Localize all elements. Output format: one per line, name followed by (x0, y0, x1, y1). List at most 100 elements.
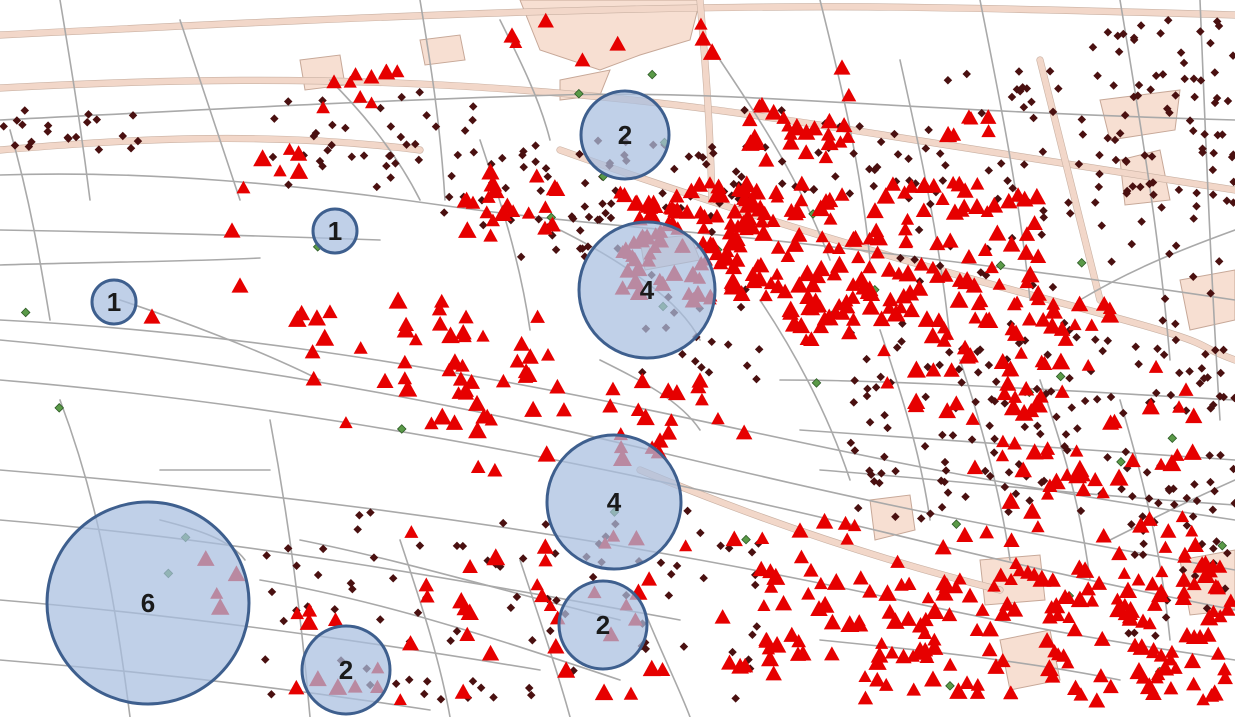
incident-triangle (1042, 609, 1058, 624)
stop-marker (1130, 628, 1139, 638)
incident-triangle (780, 248, 796, 262)
stop-marker (376, 103, 385, 113)
incident-triangle (1027, 187, 1047, 205)
stop-marker (876, 372, 885, 382)
incident-triangle (1153, 648, 1169, 662)
incident-triangle (483, 174, 503, 192)
stop-marker (967, 435, 977, 444)
stop-marker (1033, 421, 1042, 431)
incident-triangle (290, 606, 305, 620)
incident-triangle (754, 214, 770, 228)
stop-marker (43, 127, 52, 136)
stop-marker (731, 694, 740, 703)
incident-triangle (961, 587, 979, 603)
stop-marker (935, 261, 945, 271)
incident-triangle (393, 693, 407, 706)
incident-triangle (1041, 487, 1055, 500)
cluster-buffer-circle[interactable] (577, 220, 717, 360)
incident-triangle (454, 324, 472, 340)
incident-triangle (862, 259, 877, 274)
stop-marker (431, 122, 441, 131)
stop-marker (313, 570, 323, 580)
incident-triangle (956, 526, 974, 542)
cluster-buffer-circle[interactable] (45, 500, 251, 706)
incident-triangle (799, 288, 817, 305)
incident-triangle (1002, 235, 1021, 252)
stop-marker (1206, 477, 1215, 487)
stop-marker (683, 506, 692, 516)
incident-triangle (1059, 468, 1075, 481)
incident-triangle (432, 316, 449, 331)
cluster-count-label: 4 (607, 487, 622, 517)
stop-marker (1151, 631, 1160, 641)
stop-marker (891, 512, 900, 521)
stop-marker (957, 378, 966, 387)
stop-marker (420, 689, 429, 699)
cluster-buffer-circle[interactable] (311, 207, 359, 255)
stop-marker (976, 268, 986, 277)
cluster-buffer-circle[interactable] (90, 278, 138, 326)
stop-marker (498, 518, 508, 528)
stop-marker (436, 694, 446, 704)
stop-marker (704, 368, 714, 377)
incident-triangle (1217, 670, 1233, 685)
incident-triangle (1191, 628, 1209, 645)
stop-marker (128, 111, 138, 120)
stop-marker (862, 354, 871, 364)
incident-triangle (999, 375, 1017, 391)
incident-triangle (1210, 646, 1226, 660)
major-road (637, 467, 1003, 593)
stop-marker (940, 477, 949, 487)
incident-triangle (1009, 187, 1027, 202)
cluster-buffer-circle[interactable] (300, 624, 392, 716)
incident-triangle (1132, 517, 1150, 533)
station-marker (647, 69, 657, 80)
cluster-buffer-circle[interactable] (579, 89, 671, 181)
cluster-buffer-circle[interactable] (545, 433, 683, 571)
stop-marker (666, 569, 676, 579)
road-segment (979, 0, 1031, 301)
incident-triangle (574, 52, 591, 67)
road-segment (399, 539, 451, 717)
stop-marker (1000, 482, 1010, 492)
road-segment (329, 79, 421, 201)
incident-triangle (981, 124, 996, 138)
incident-triangle (524, 400, 543, 417)
stop-marker (1046, 387, 1056, 396)
incident-triangle (679, 539, 693, 552)
stop-marker (512, 592, 522, 602)
incident-triangle (343, 75, 357, 88)
station-marker (995, 260, 1006, 271)
stop-marker (883, 423, 892, 433)
stop-marker (1199, 374, 1209, 383)
stop-marker (1192, 496, 1202, 506)
cluster-buffer-circle[interactable] (557, 579, 649, 671)
incident-triangle (966, 459, 984, 475)
incident-triangle (396, 321, 415, 338)
cluster-count-label: 4 (640, 275, 655, 305)
stop-marker (752, 374, 761, 384)
stop-marker (118, 131, 128, 141)
incident-triangle (1012, 563, 1027, 577)
incident-triangle (669, 188, 685, 203)
stop-marker (261, 655, 270, 664)
incident-triangle (1160, 523, 1177, 538)
incident-triangle (1177, 549, 1192, 563)
incident-triangle (1023, 402, 1040, 418)
incident-triangle (992, 277, 1007, 290)
incident-triangle (432, 407, 452, 425)
incident-triangle (961, 347, 979, 363)
incident-triangle (810, 600, 828, 616)
incident-triangle (509, 353, 526, 368)
incident-triangle (1095, 295, 1113, 311)
stop-marker (366, 508, 375, 517)
incident-triangle (1014, 346, 1028, 359)
incident-triangle (1150, 671, 1164, 684)
stop-marker (1103, 336, 1113, 345)
incident-triangle (878, 584, 897, 601)
stop-marker (396, 132, 406, 142)
stop-marker (460, 126, 470, 135)
stop-marker (1107, 257, 1116, 266)
stop-marker (126, 144, 136, 153)
